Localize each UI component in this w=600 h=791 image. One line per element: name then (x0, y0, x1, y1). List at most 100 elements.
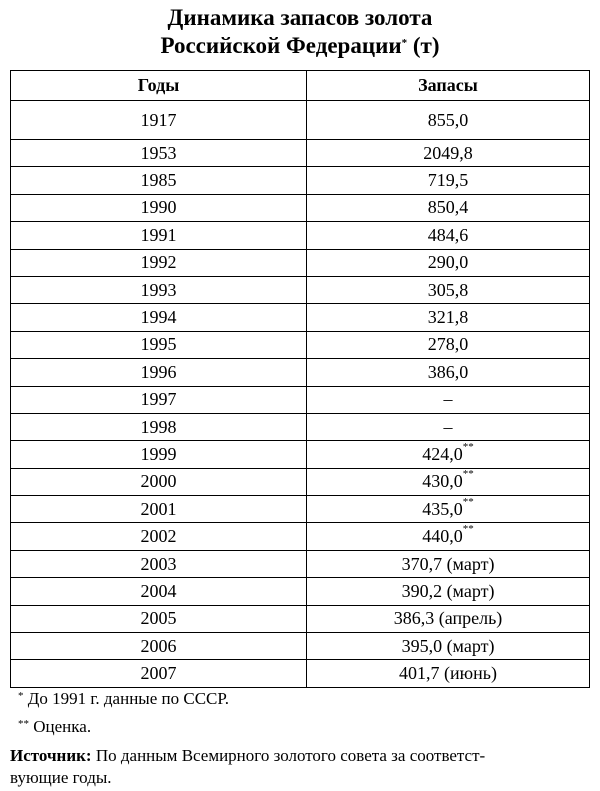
table-row: 1917 855,0 (10, 100, 590, 140)
table-row: 1994 321,8 (10, 303, 590, 332)
value-cell: 290,0 (306, 248, 590, 277)
value-text: 395,0 (март) (401, 635, 495, 656)
value-cell: 484,6 (306, 221, 590, 250)
value-text: – (443, 416, 453, 437)
year-cell: 2003 (10, 549, 307, 579)
value-cell: 430,0** (306, 467, 590, 497)
value-cell: 850,4 (306, 193, 590, 223)
footnote-mark: * (401, 37, 408, 49)
table-row: 1991 484,6 (10, 221, 590, 250)
header-row: Годы Запасы (10, 70, 590, 101)
value-text: 440,0 (422, 526, 463, 547)
table: Годы Запасы 1917 855,0 1953 2049,8 1985 719,5… (10, 70, 590, 688)
value-text: 855,0 (427, 109, 469, 130)
table-row: 2001 435,0** (10, 495, 590, 524)
table-row: 2005 386,3 (апрель) (10, 604, 590, 634)
source-label: Источник: (10, 746, 92, 765)
value-text: – (443, 389, 453, 410)
year-cell: 1993 (10, 275, 307, 305)
value-cell: 435,0** (306, 495, 590, 524)
value-cell: 305,8 (306, 275, 590, 305)
year-cell: 2001 (10, 495, 307, 524)
table-row: 2004 390,2 (март) (10, 577, 590, 606)
value-text: 401,7 (июнь) (399, 663, 497, 684)
year-cell: 1996 (10, 358, 307, 387)
value-cell: 386,0 (306, 358, 590, 387)
footnote-mark: ** (462, 440, 474, 453)
value-text: 370,7 (март) (401, 553, 495, 574)
value-text: 484,6 (427, 224, 469, 245)
year-cell: 1992 (10, 248, 307, 277)
table-row: 1996 386,0 (10, 358, 590, 387)
table-row: 1997 – (10, 385, 590, 414)
table-row: 2000 430,0** (10, 467, 590, 497)
table-row: 1999 424,0** (10, 440, 590, 469)
value-text: 719,5 (427, 170, 469, 191)
value-text: 430,0 (422, 471, 463, 492)
title: Динамика запасов золота (0, 4, 600, 32)
value-cell: 395,0 (март) (306, 632, 590, 661)
value-text: 390,2 (март) (401, 580, 495, 601)
table-row: 1985 719,5 (10, 166, 590, 195)
table-row: 2002 440,0** (10, 522, 590, 551)
table-row: 1953 2049,8 (10, 138, 590, 168)
value-text: 2049,8 (423, 142, 473, 163)
footnote-mark: ** (18, 718, 29, 730)
year-cell: 1991 (10, 221, 307, 250)
value-cell: 401,7 (июнь) (306, 659, 590, 688)
value-text: 386,0 (427, 361, 469, 382)
source-text: вующие годы. (10, 768, 112, 787)
table-row: 2003 370,7 (март) (10, 549, 590, 579)
source-text: По данным Всемирного золотого совета за … (95, 746, 486, 765)
column-header: Годы (10, 70, 307, 101)
title: Российской Федерации* (т) (0, 32, 600, 60)
footnote-text: До 1991 г. данные по СССР. (27, 689, 229, 708)
year-cell: 1997 (10, 385, 307, 414)
value-text: 278,0 (427, 334, 469, 355)
value-cell: 278,0 (306, 330, 590, 360)
table-row: 1995 278,0 (10, 330, 590, 360)
value-cell: 386,3 (апрель) (306, 604, 590, 634)
value-cell: 440,0** (306, 522, 590, 551)
unit: (т) (412, 33, 440, 58)
footnote: ** Оценка. (18, 716, 91, 738)
value-text: 424,0 (422, 443, 463, 464)
year-cell: 2006 (10, 632, 307, 661)
year-cell: 1990 (10, 193, 307, 223)
value-cell: 370,7 (март) (306, 549, 590, 579)
year-cell: 1999 (10, 440, 307, 469)
footnote-mark: ** (462, 468, 474, 481)
value-text: 305,8 (427, 279, 469, 300)
year-cell: 1998 (10, 412, 307, 442)
year-cell: 2004 (10, 577, 307, 606)
value-cell: 321,8 (306, 303, 590, 332)
value-cell: 2049,8 (306, 138, 590, 168)
footnote-mark: * (18, 690, 24, 702)
footnote-text: Оценка. (33, 717, 92, 736)
year-cell: 1994 (10, 303, 307, 332)
year-cell: 1953 (10, 138, 307, 168)
value-text: 435,0 (422, 498, 463, 519)
table-row: 1990 850,4 (10, 193, 590, 223)
footnote-mark: ** (462, 495, 474, 508)
table-body: 1917 855,0 1953 2049,8 1985 719,5 1990 850,4 199… (10, 100, 590, 688)
value-cell: 719,5 (306, 166, 590, 195)
value-cell: 424,0** (306, 440, 590, 469)
value-cell: – (306, 412, 590, 442)
value-cell: – (306, 385, 590, 414)
year-cell: 1917 (10, 100, 307, 140)
value-cell: 390,2 (март) (306, 577, 590, 606)
year-cell: 1985 (10, 166, 307, 195)
title-text: Динамика запасов золота (167, 5, 433, 30)
value-cell: 855,0 (306, 100, 590, 140)
year-cell: 1995 (10, 330, 307, 360)
year-cell: 2007 (10, 659, 307, 688)
source: Источник: По данным Всемирного золотого … (10, 745, 485, 789)
footnote: * До 1991 г. данные по СССР. (18, 688, 229, 710)
value-text: 321,8 (427, 307, 469, 328)
value-text: 850,4 (427, 197, 469, 218)
table-row: 2007 401,7 (июнь) (10, 659, 590, 688)
table-row: 1998 – (10, 412, 590, 442)
column-header: Запасы (306, 70, 590, 101)
